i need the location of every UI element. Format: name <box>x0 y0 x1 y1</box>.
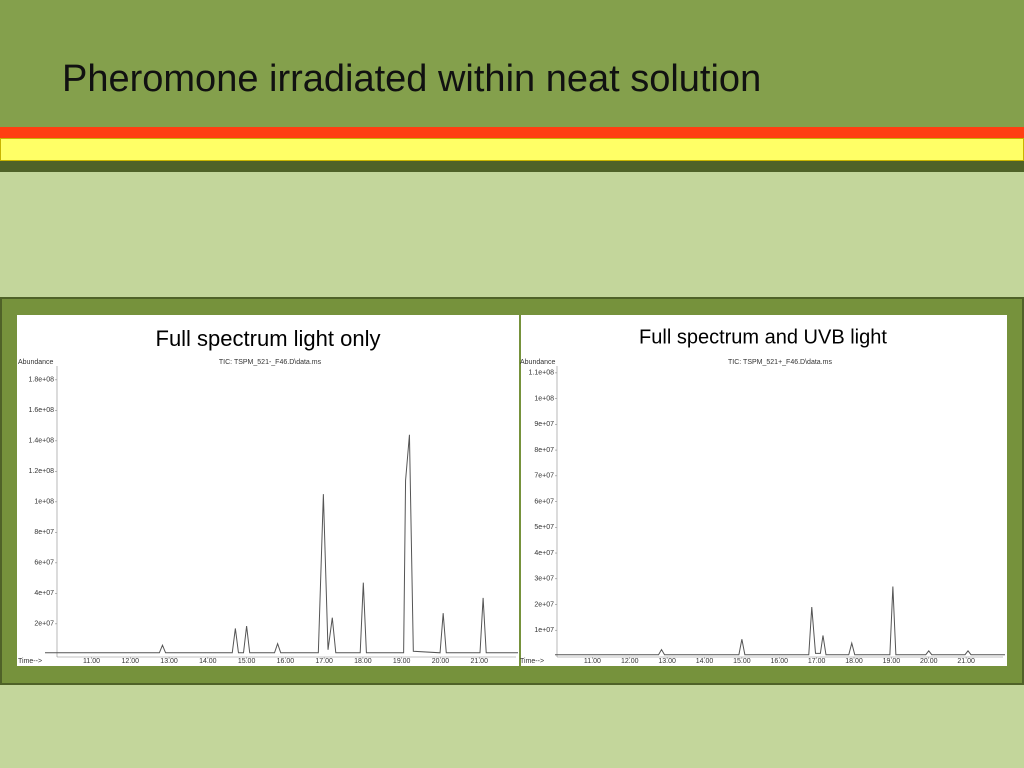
chart-panel <box>17 315 519 666</box>
y-tick-label: 9e+07 <box>534 421 554 428</box>
x-axis-label: Time--> <box>520 658 544 665</box>
x-tick-label: 19.00 <box>393 658 411 665</box>
y-tick-label: 6e+07 <box>34 560 54 567</box>
x-tick-label: 16.00 <box>277 658 295 665</box>
x-tick-label: 14.00 <box>199 658 217 665</box>
x-tick-label: 12.00 <box>621 658 639 665</box>
chart-panel <box>521 315 1007 666</box>
x-tick-label: 12.00 <box>122 658 140 665</box>
chromatogram-line <box>45 434 518 654</box>
y-tick-label: 1e+08 <box>534 395 554 402</box>
chromatogram-line <box>555 586 1005 656</box>
y-tick-label: 1e+08 <box>34 499 54 506</box>
header-band <box>0 0 1024 127</box>
x-tick-label: 11.00 <box>584 658 601 665</box>
x-tick-label: 18.00 <box>354 658 372 665</box>
x-tick-label: 17.00 <box>808 658 826 665</box>
y-tick-label: 1.6e+08 <box>29 407 55 414</box>
y-tick-label: 4e+07 <box>34 590 54 597</box>
y-tick-label: 2e+07 <box>534 601 554 608</box>
y-axis-label: Abundance <box>520 359 556 366</box>
chart-title: Full spectrum light only <box>156 326 381 351</box>
y-tick-label: 2e+07 <box>34 621 54 628</box>
y-axis-label: Abundance <box>18 359 54 366</box>
x-tick-label: 16.00 <box>770 658 788 665</box>
x-tick-label: 15.00 <box>238 658 256 665</box>
x-tick-label: 20.00 <box>920 658 938 665</box>
x-tick-label: 18.00 <box>845 658 863 665</box>
slide-title: Pheromone irradiated within neat solutio… <box>62 58 761 100</box>
x-tick-label: 17.00 <box>315 658 333 665</box>
x-tick-label: 19.00 <box>883 658 901 665</box>
x-tick-label: 11.00 <box>83 658 100 665</box>
y-tick-label: 1e+07 <box>534 627 554 634</box>
x-axis-label: Time--> <box>18 658 42 665</box>
y-tick-label: 1.4e+08 <box>29 438 55 445</box>
y-tick-label: 1.2e+08 <box>29 468 55 475</box>
y-tick-label: 1.1e+08 <box>529 370 555 377</box>
yellow-stripe <box>0 138 1024 161</box>
y-tick-label: 1.8e+08 <box>29 377 55 384</box>
y-tick-label: 4e+07 <box>534 550 554 557</box>
dark-stripe <box>0 161 1024 172</box>
x-tick-label: 15.00 <box>733 658 751 665</box>
chart-subtitle: TIC: TSPM_521+_F46.D\data.ms <box>728 359 832 366</box>
x-tick-label: 21.00 <box>957 658 975 665</box>
x-tick-label: 21.00 <box>470 658 488 665</box>
x-tick-label: 14.00 <box>696 658 714 665</box>
chart-title: Full spectrum and UVB light <box>639 326 887 348</box>
y-tick-label: 8e+07 <box>534 447 554 454</box>
y-tick-label: 8e+07 <box>34 529 54 536</box>
y-tick-label: 5e+07 <box>534 524 554 531</box>
x-tick-label: 13.00 <box>160 658 178 665</box>
y-tick-label: 7e+07 <box>534 473 554 480</box>
red-stripe <box>0 127 1024 138</box>
chart-subtitle: TIC: TSPM_521-_F46.D\data.ms <box>219 359 322 366</box>
y-tick-label: 6e+07 <box>534 498 554 505</box>
y-tick-label: 3e+07 <box>534 576 554 583</box>
x-tick-label: 13.00 <box>658 658 676 665</box>
x-tick-label: 20.00 <box>432 658 450 665</box>
